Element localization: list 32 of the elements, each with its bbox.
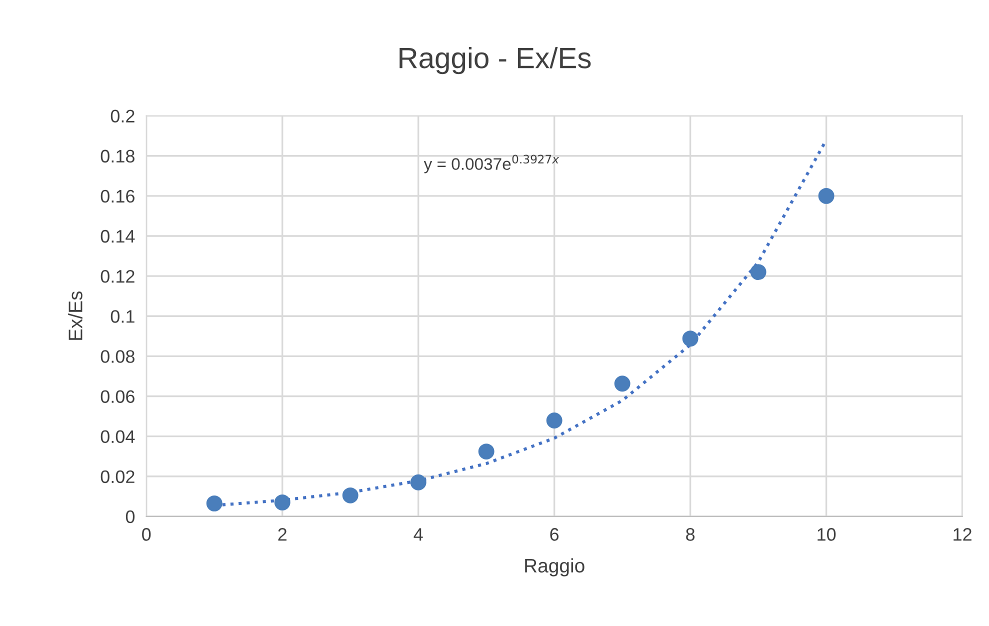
point (750, 264, 766, 280)
x-tick-label: 6 (550, 528, 559, 541)
point (818, 188, 834, 204)
y-tick-label: 0.06 (100, 390, 134, 403)
x-tick-label: 0 (142, 528, 151, 541)
x-tick-label: 10 (818, 528, 836, 541)
y-axis-title: Ex/Es (68, 291, 82, 340)
y-tick-label: 0.12 (100, 270, 134, 283)
y-tick-label: 0.18 (100, 150, 134, 163)
point (274, 494, 290, 510)
point (478, 444, 494, 460)
point (410, 474, 426, 490)
point (682, 330, 698, 347)
x-axis-title: Raggio (525, 558, 584, 576)
point (614, 376, 630, 392)
y-tick-label: 0.02 (100, 470, 134, 484)
chart-title: Raggio - Ex/Es (400, 46, 591, 74)
point (206, 495, 222, 512)
x-tick-label: 2 (278, 528, 286, 541)
annotation: y = 0.0037e$^{0.3927x}$ (424, 154, 560, 174)
y-tick-label: 0.04 (100, 430, 135, 444)
x-tick-label: 8 (686, 528, 695, 541)
y-tick-label: 0.08 (100, 350, 134, 363)
point (342, 487, 358, 504)
x-tick-label: 12 (954, 528, 972, 541)
y-tick-label: 0 (126, 510, 135, 524)
y-tick-label: 0.16 (100, 190, 134, 203)
y-tick-label: 0.2 (110, 110, 134, 123)
point (546, 412, 562, 428)
y-tick-label: 0.1 (110, 310, 134, 323)
y-tick-label: 0.14 (100, 230, 135, 243)
x-tick-label: 4 (414, 528, 423, 541)
